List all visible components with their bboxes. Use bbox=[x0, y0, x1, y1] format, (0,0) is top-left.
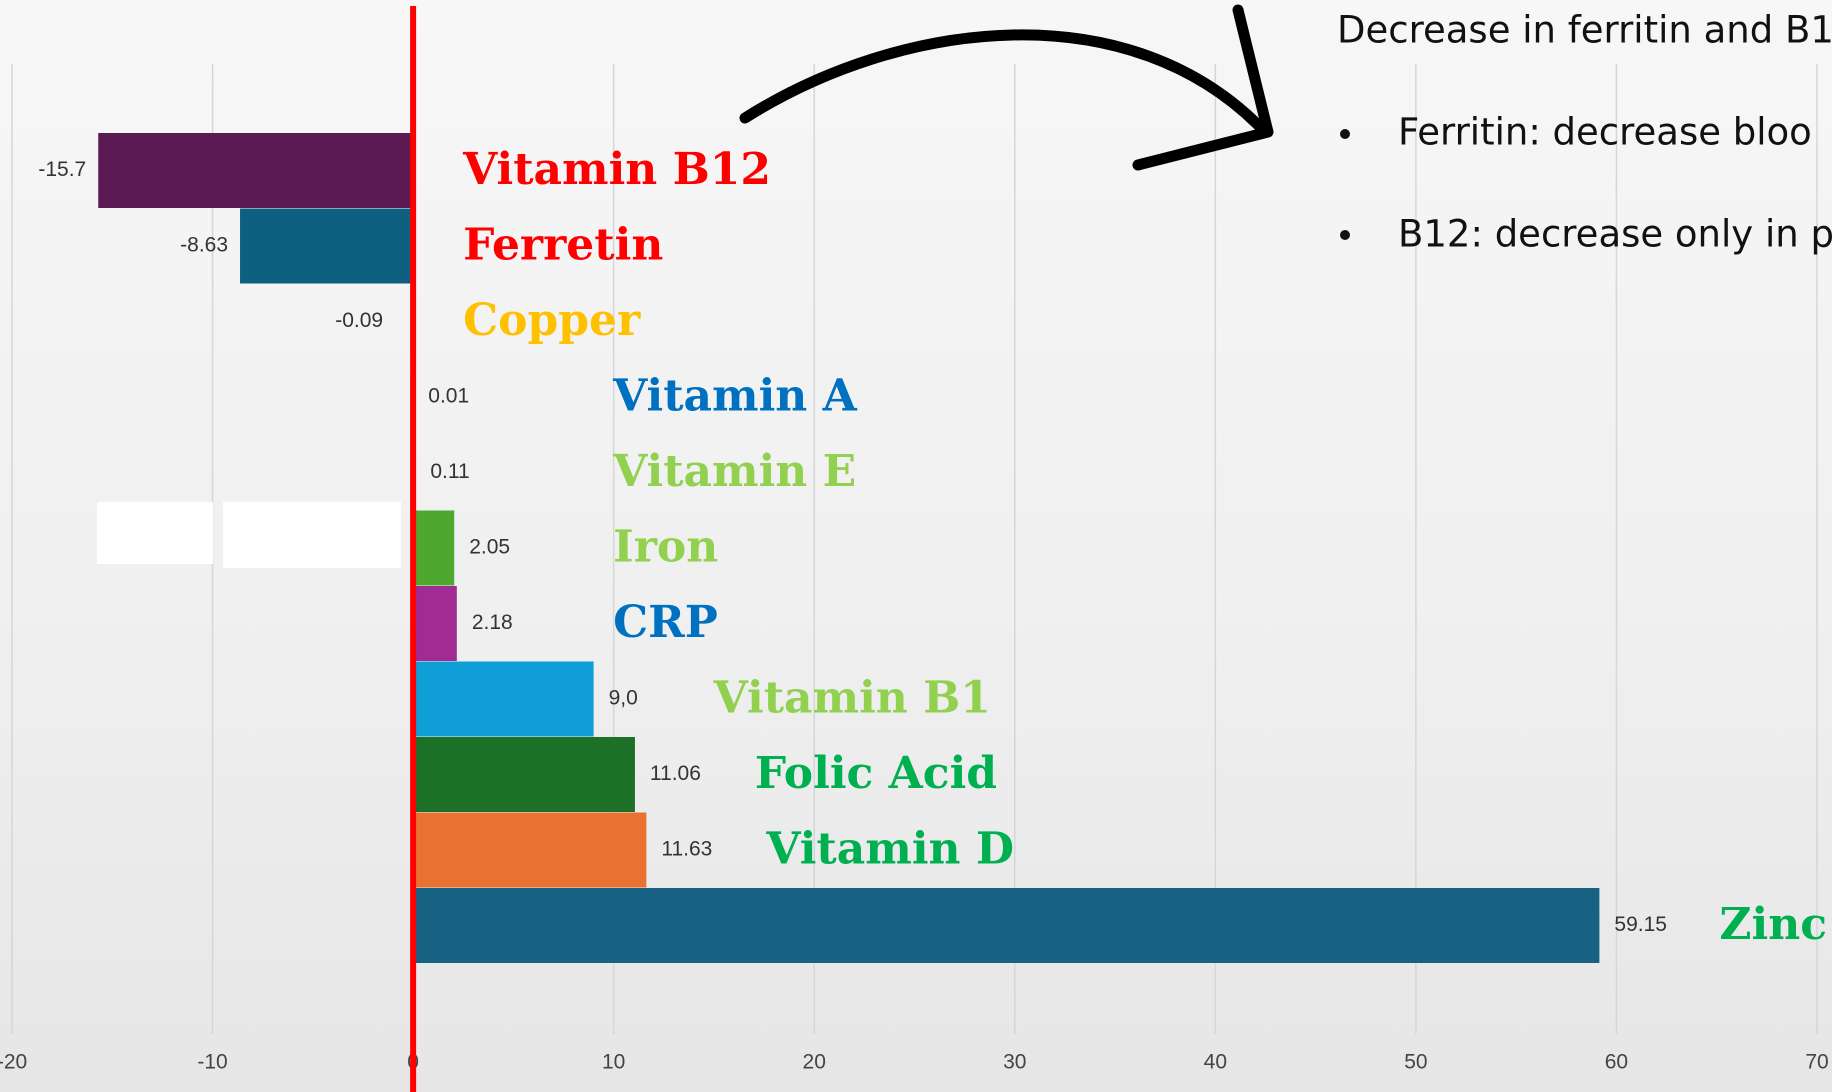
x-tick-label: -20 bbox=[0, 1051, 27, 1074]
cover-box bbox=[97, 502, 213, 564]
category-label: Vitamin A bbox=[612, 371, 857, 422]
value-label: 59.15 bbox=[1614, 913, 1667, 936]
note-bullet: Ferritin: decrease bloo bbox=[1398, 111, 1812, 154]
x-tick-label: 50 bbox=[1404, 1051, 1427, 1074]
category-label: Iron bbox=[613, 522, 718, 573]
bar bbox=[98, 133, 414, 208]
category-label: Ferretin bbox=[463, 220, 663, 271]
value-label: 2.05 bbox=[469, 536, 510, 559]
x-tick-label: 20 bbox=[803, 1051, 826, 1074]
cover-box bbox=[223, 502, 401, 568]
bar bbox=[413, 812, 647, 888]
bar bbox=[413, 586, 457, 661]
category-label: Vitamin D bbox=[765, 824, 1014, 875]
value-label: 9,0 bbox=[609, 687, 638, 710]
x-tick-label: 60 bbox=[1605, 1051, 1628, 1074]
value-label: 0.01 bbox=[428, 385, 469, 408]
bullet bbox=[1340, 230, 1350, 240]
category-label: Copper bbox=[463, 295, 641, 346]
value-label: -8.63 bbox=[180, 234, 228, 257]
category-label: Vitamin B12 bbox=[462, 144, 771, 195]
bar bbox=[413, 737, 635, 812]
value-label: 11.06 bbox=[650, 762, 701, 785]
note-heading: Decrease in ferritin and B12 bbox=[1337, 9, 1832, 52]
category-label: Vitamin B1 bbox=[713, 673, 991, 724]
value-label: 0.11 bbox=[430, 460, 469, 483]
value-label: 11.63 bbox=[661, 838, 712, 861]
bar bbox=[413, 510, 455, 586]
x-tick-label: 10 bbox=[602, 1051, 625, 1074]
category-label: CRP bbox=[613, 597, 718, 648]
x-tick-label: 70 bbox=[1805, 1051, 1828, 1074]
category-label: Zinc bbox=[1719, 899, 1827, 950]
bar bbox=[240, 208, 414, 284]
x-tick-label: 30 bbox=[1003, 1051, 1026, 1074]
bar bbox=[413, 888, 1600, 963]
category-label: Vitamin E bbox=[612, 446, 856, 497]
x-tick-label: -10 bbox=[197, 1051, 227, 1074]
note-bullet: B12: decrease only in pe bbox=[1398, 213, 1832, 256]
arrow-head bbox=[1132, 4, 1274, 171]
x-tick-label: 40 bbox=[1204, 1051, 1227, 1074]
value-label: -0.09 bbox=[335, 309, 383, 332]
bar bbox=[413, 661, 594, 737]
category-label: Folic Acid bbox=[755, 748, 997, 799]
value-label: -15.7 bbox=[38, 158, 86, 181]
arrow bbox=[739, 29, 1271, 138]
value-label: 2.18 bbox=[472, 611, 513, 634]
bullet bbox=[1340, 129, 1350, 139]
